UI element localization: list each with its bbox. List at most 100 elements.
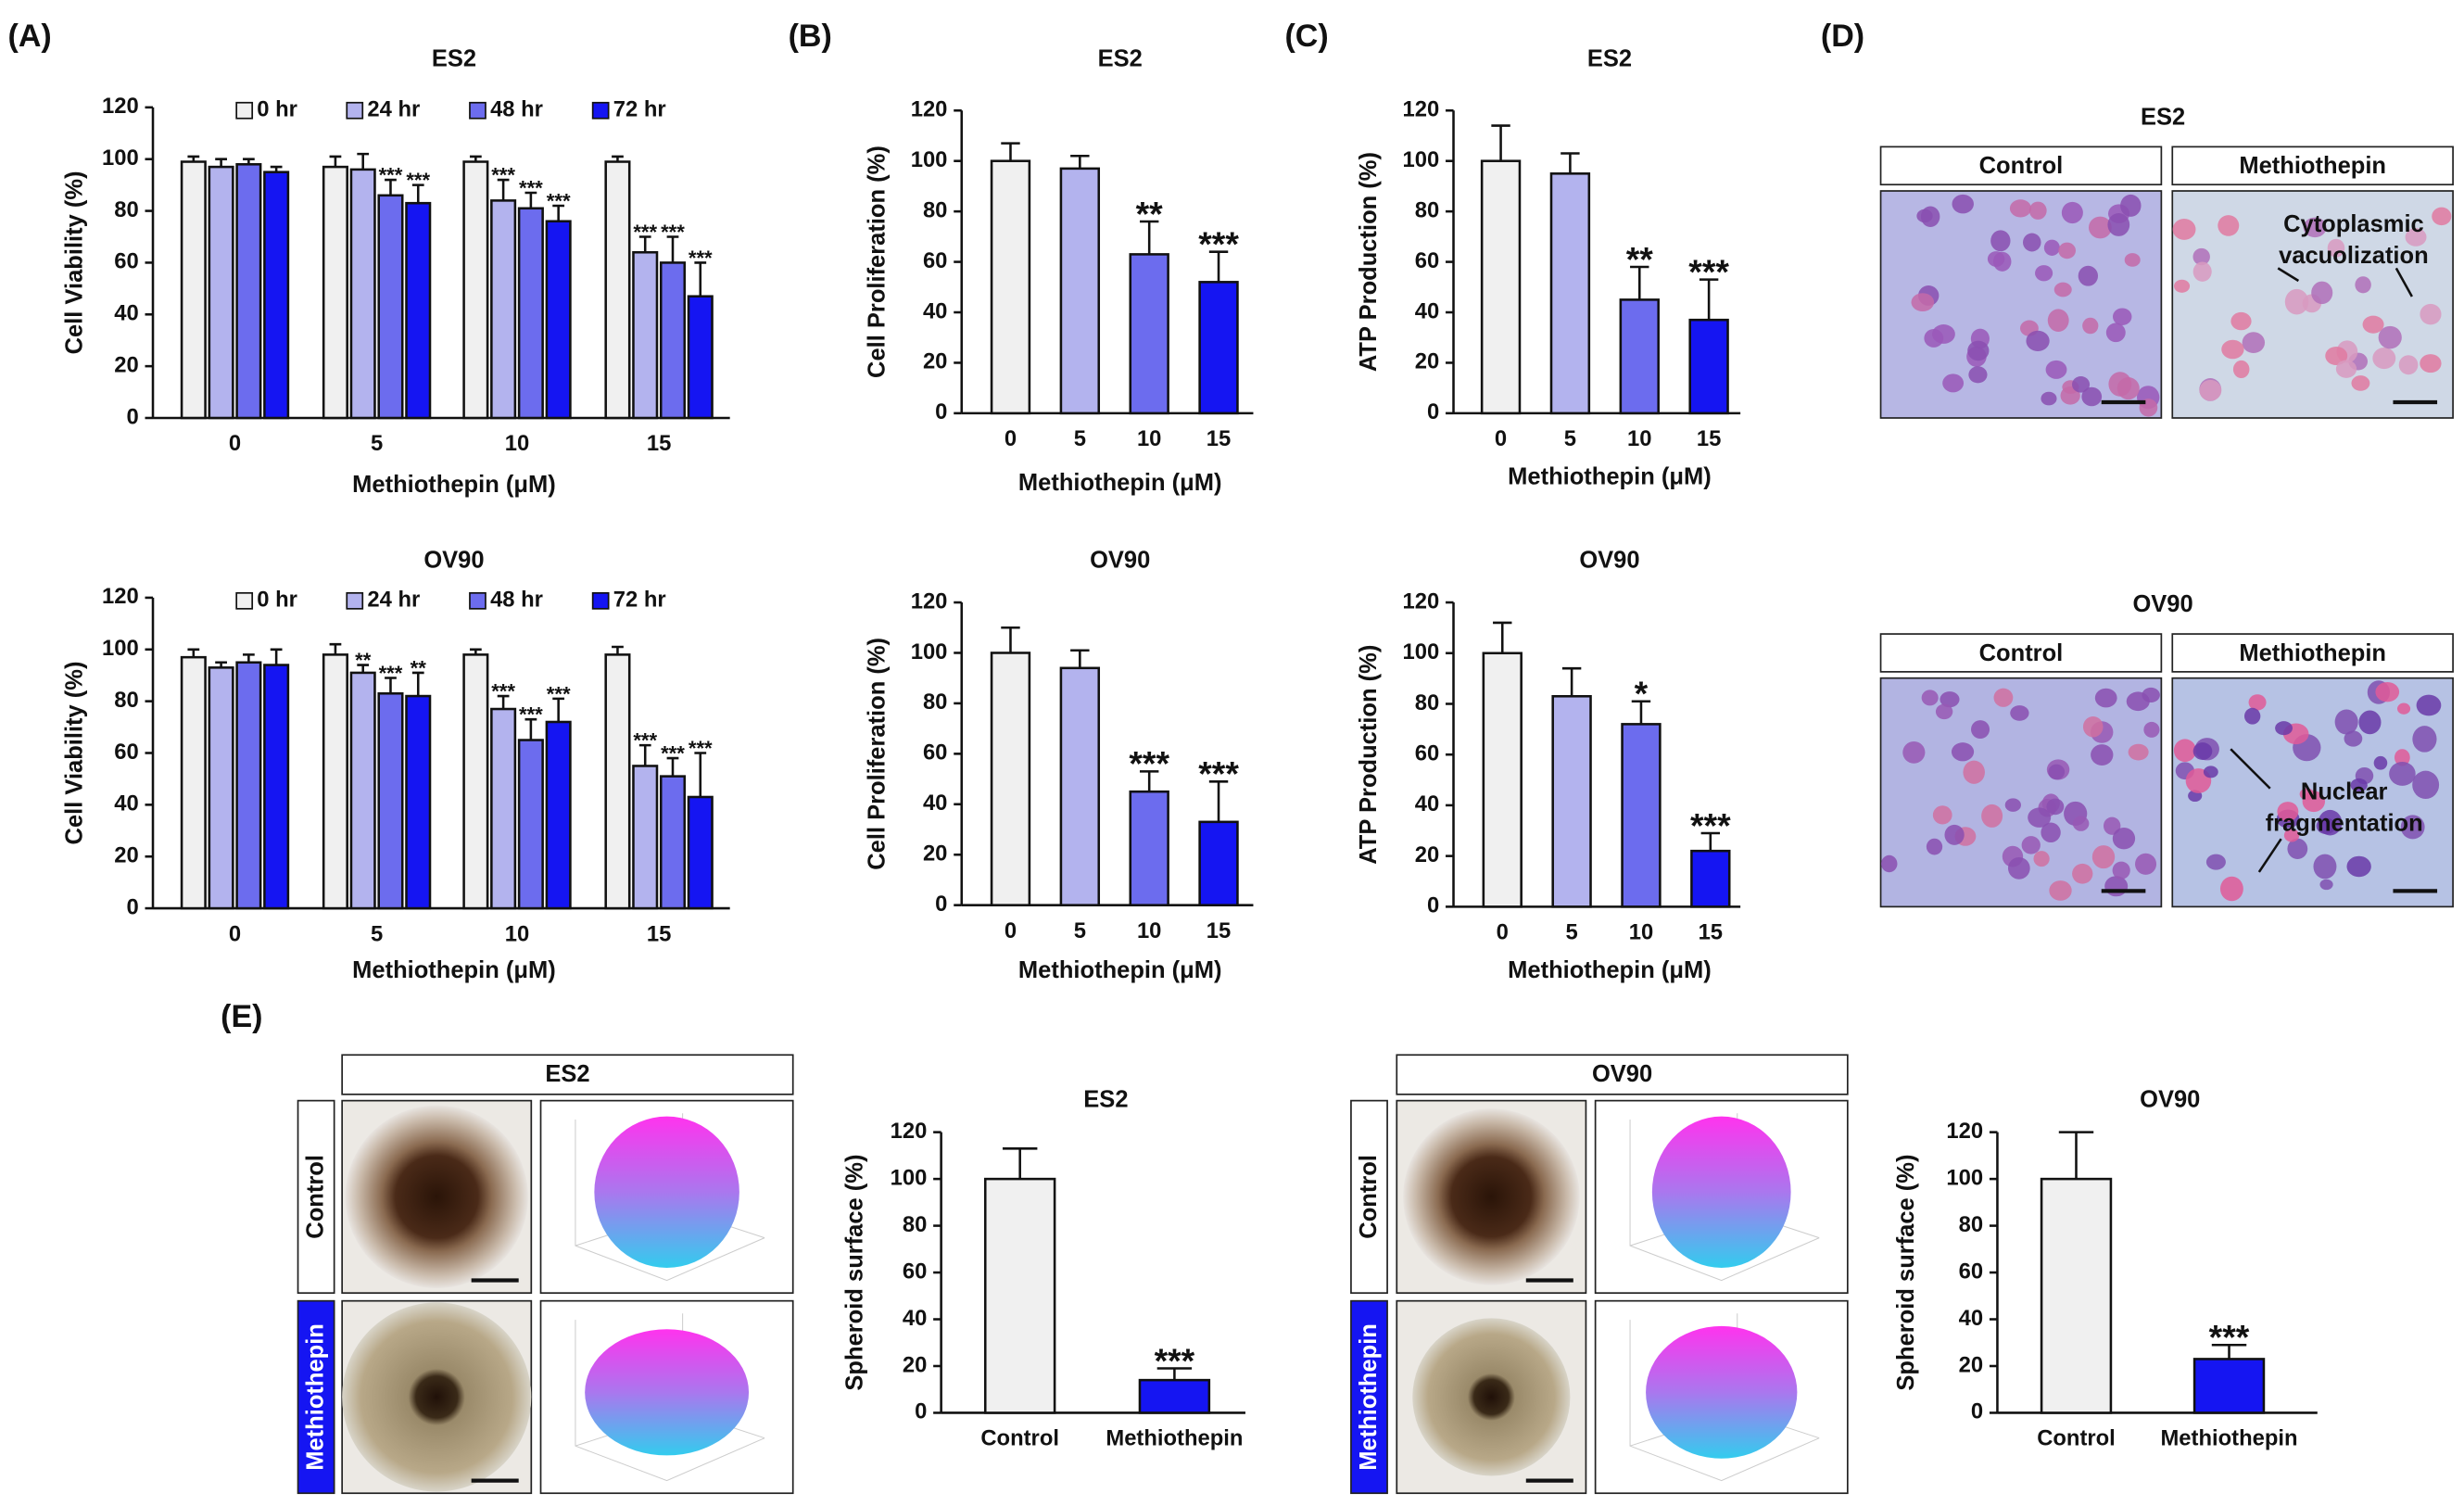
y-tick-label: 20 xyxy=(923,349,947,374)
cell xyxy=(2378,325,2402,349)
error-bar xyxy=(666,756,679,777)
y-tick-label: 0 xyxy=(935,399,947,424)
error-bar xyxy=(385,677,397,694)
y-tick-label: 120 xyxy=(911,97,948,122)
cell xyxy=(2143,721,2160,738)
cell xyxy=(2398,355,2419,375)
significance: *** xyxy=(633,221,657,244)
bar xyxy=(405,694,432,910)
cell xyxy=(1967,340,1990,361)
bar xyxy=(1198,281,1239,415)
cell xyxy=(2405,227,2427,247)
cell xyxy=(1990,230,2011,252)
bar xyxy=(545,720,572,910)
cell xyxy=(2058,242,2077,259)
bar xyxy=(322,165,348,420)
error-bar xyxy=(638,743,651,766)
y-tick-label: 120 xyxy=(911,588,948,614)
cell xyxy=(2082,317,2099,335)
y-tick-label: 0 xyxy=(126,894,138,919)
significance: *** xyxy=(1198,224,1239,263)
significance: *** xyxy=(519,177,543,200)
x-tick-label: 15 xyxy=(647,921,671,946)
bar xyxy=(263,664,290,910)
spheroid xyxy=(1412,1318,1571,1476)
panel-label: (D) xyxy=(1821,19,1864,54)
error-bar xyxy=(552,697,565,722)
y-tick-label: 120 xyxy=(1402,97,1439,122)
error-bar xyxy=(1139,220,1159,255)
cell xyxy=(1944,824,1965,845)
y-tick-label: 60 xyxy=(1959,1259,1983,1284)
bar xyxy=(235,163,262,420)
error-bar xyxy=(385,178,397,196)
cell xyxy=(2046,798,2065,816)
panel-label: (E) xyxy=(221,999,262,1034)
x-tick-label: Control xyxy=(2037,1426,2116,1451)
column-label: Control xyxy=(1979,153,2064,179)
surface xyxy=(1646,1325,1798,1459)
arrow xyxy=(2277,267,2300,283)
cell xyxy=(2192,261,2212,282)
cell xyxy=(2389,761,2416,786)
bar xyxy=(377,194,404,420)
y-tick-label: 120 xyxy=(891,1119,928,1144)
bar xyxy=(604,160,631,420)
legend-label: 0 hr xyxy=(257,588,297,613)
x-tick-label: 10 xyxy=(505,431,529,456)
cell xyxy=(2112,861,2130,880)
cell xyxy=(2072,816,2090,831)
y-tick-label: 100 xyxy=(102,636,139,661)
bar xyxy=(632,765,659,910)
cell xyxy=(2358,710,2382,735)
y-tick-label: 40 xyxy=(114,791,138,816)
cell xyxy=(2047,309,2069,332)
bar xyxy=(2040,1177,2113,1414)
cell xyxy=(2071,376,2091,393)
y-axis-label: ATP Production (%) xyxy=(1356,152,1382,372)
cell xyxy=(2091,845,2116,869)
cell xyxy=(2221,339,2244,360)
cell xyxy=(2346,855,2371,878)
arrow xyxy=(2257,838,2282,873)
x-tick-label: 15 xyxy=(1699,920,1723,945)
significance: *** xyxy=(1129,744,1169,783)
cell xyxy=(2319,879,2333,891)
bar xyxy=(2192,1358,2266,1414)
cell xyxy=(2344,730,2363,747)
cell xyxy=(2299,788,2315,801)
cell xyxy=(1952,194,1974,214)
y-tick-label: 100 xyxy=(1402,147,1439,172)
image-title: OV90 xyxy=(2132,591,2192,617)
bar xyxy=(490,707,517,910)
y-tick-label: 100 xyxy=(1946,1165,1983,1190)
y-tick-label: 20 xyxy=(923,842,947,867)
cell xyxy=(2094,688,2117,708)
y-tick-label: 40 xyxy=(903,1306,927,1331)
error-bar xyxy=(242,653,255,663)
cell xyxy=(2351,375,2370,391)
cell xyxy=(2053,282,2072,297)
bar xyxy=(1059,167,1101,415)
image-note: vacuolization xyxy=(2279,243,2429,269)
significance: ** xyxy=(1626,239,1654,278)
chart-title: ES2 xyxy=(1098,46,1143,72)
x-tick-label: 10 xyxy=(505,921,529,946)
cell xyxy=(2284,288,2309,315)
column-label: Methiothepin xyxy=(2239,153,2386,179)
cell xyxy=(1971,720,1990,739)
header-box xyxy=(341,1054,794,1095)
error-bar xyxy=(694,752,707,797)
error-bar xyxy=(612,645,624,655)
significance: *** xyxy=(491,680,515,703)
y-tick-label: 80 xyxy=(923,197,947,222)
bar xyxy=(1551,694,1592,908)
legend-swatch xyxy=(235,101,254,120)
annotations: Cytoplasmic vacuolization Nuclear fragme… xyxy=(2230,211,2429,873)
error-bar xyxy=(524,717,537,740)
error-bar xyxy=(497,694,510,710)
y-tick-label: 0 xyxy=(1427,399,1439,424)
significance: *** xyxy=(661,742,685,766)
cell xyxy=(2350,778,2368,792)
